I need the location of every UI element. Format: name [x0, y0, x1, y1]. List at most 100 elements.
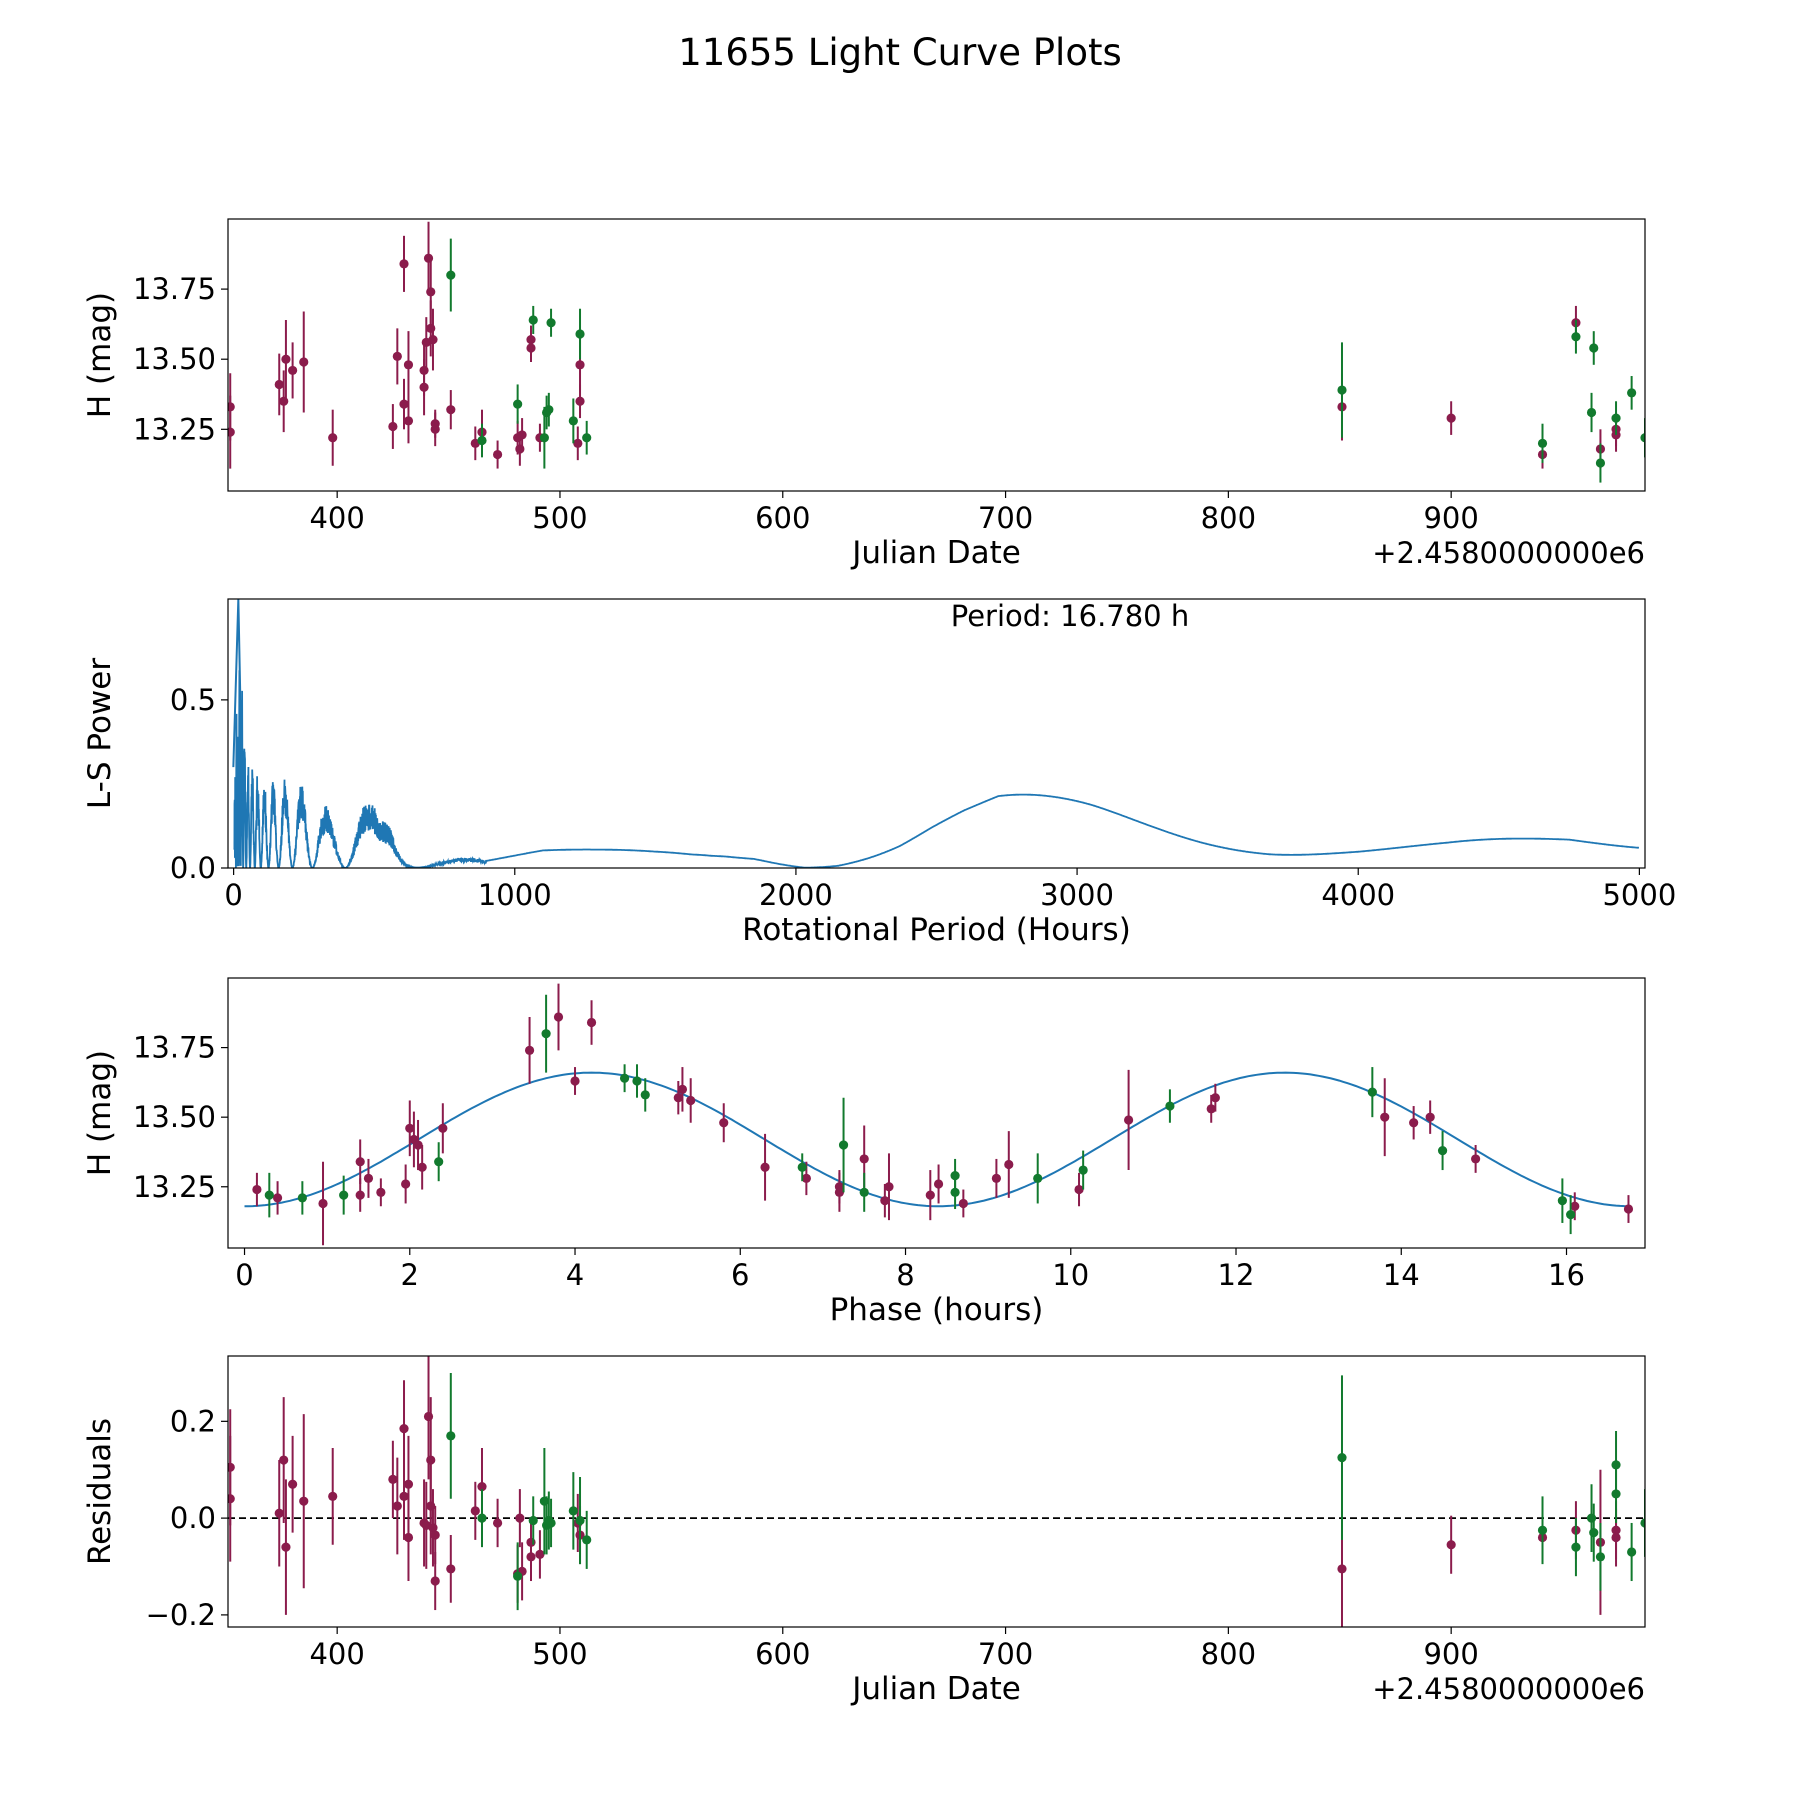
data-point: [1571, 332, 1581, 342]
data-point: [274, 1508, 284, 1518]
x-tick-label: 0: [235, 1258, 253, 1292]
x-tick-label: 10: [1052, 1258, 1089, 1292]
data-point: [428, 334, 438, 345]
data-point: [513, 1571, 523, 1581]
data-point: [933, 1179, 944, 1189]
data-point: [1210, 1093, 1220, 1103]
data-point: [526, 343, 536, 353]
data-point: [1627, 1547, 1637, 1557]
x-tick-label: 400: [309, 1637, 364, 1671]
data-point: [328, 1491, 338, 1501]
data-point: [619, 1073, 630, 1083]
y-axis-label: H (mag): [82, 292, 118, 418]
data-point: [1471, 1154, 1481, 1164]
data-point: [838, 1140, 849, 1150]
data-point: [405, 1123, 415, 1133]
data-point: [399, 1423, 409, 1434]
x-tick-label: 2000: [759, 878, 833, 912]
x-tick-label: 900: [1423, 1637, 1478, 1671]
data-point: [546, 318, 556, 328]
data-point: [318, 1198, 328, 1209]
data-point: [1446, 413, 1456, 423]
data-point: [1640, 1518, 1645, 1528]
panel-4: 400 500 600 700 800 900 −0.2 0.0 0.2 Julian Date R…: [82, 1355, 1646, 1707]
x-tick-label: 8: [896, 1258, 914, 1292]
data-point: [363, 1173, 374, 1184]
x-tick-label: 12: [1218, 1258, 1255, 1292]
data-point: [392, 351, 402, 362]
periodogram-line: [233, 670, 1640, 868]
x-tick-label: 900: [1423, 501, 1478, 535]
data-point: [546, 1518, 556, 1528]
axes-frame: [227, 1355, 1646, 1628]
series-2: [446, 1372, 1645, 1611]
data-point: [446, 1564, 456, 1574]
data-point: [272, 1193, 283, 1203]
data-point: [719, 1118, 729, 1128]
data-point: [568, 1506, 578, 1516]
y-axis-label: L-S Power: [82, 658, 118, 809]
y-tick-label: 0.2: [170, 1404, 216, 1438]
x-tick-label: 400: [309, 501, 364, 535]
axes-frame: [227, 598, 1646, 869]
data-point: [570, 1076, 580, 1086]
data-point: [958, 1198, 968, 1209]
data-point: [399, 399, 409, 409]
periodogram-peak: [232, 599, 244, 801]
data-point: [1078, 1165, 1088, 1175]
data-point: [1074, 1184, 1084, 1195]
y-tick-label: 0.0: [170, 1501, 216, 1535]
data-point: [477, 1513, 487, 1523]
model-curve: [244, 1071, 1629, 1208]
plot-area: [232, 599, 1640, 868]
data-point: [797, 1162, 807, 1172]
x-offset-label: +2.4580000000e6: [1372, 536, 1645, 570]
data-point: [388, 1474, 398, 1485]
data-point: [492, 449, 503, 460]
data-point: [1557, 1196, 1567, 1206]
data-point: [575, 360, 585, 370]
x-tick-label: 600: [755, 501, 810, 535]
data-point: [1124, 1115, 1134, 1125]
x-axis-label: Julian Date: [850, 535, 1021, 571]
data-point: [281, 1542, 291, 1552]
data-point: [1586, 407, 1597, 418]
data-point: [801, 1173, 811, 1184]
data-point: [535, 1549, 545, 1560]
x-tick-label: 700: [978, 1637, 1033, 1671]
y-tick-label: 13.25: [133, 412, 216, 446]
data-point: [403, 1479, 414, 1489]
data-point: [299, 1496, 309, 1506]
data-point: [1595, 458, 1606, 468]
panel-1: 400 500 600 700 800 900 13.25 13.50 13.75 Julian …: [82, 218, 1646, 571]
data-point: [1611, 413, 1621, 423]
y-tick-label: 13.75: [133, 272, 216, 306]
data-point: [1627, 388, 1637, 398]
data-point: [515, 1513, 525, 1523]
y-axis-label: Residuals: [82, 1418, 118, 1565]
y-tick-label: 0.0: [170, 851, 216, 885]
data-point: [632, 1076, 642, 1086]
data-point: [1409, 1118, 1419, 1128]
data-point: [1589, 343, 1599, 353]
data-point: [1640, 433, 1645, 443]
data-point: [403, 1532, 414, 1543]
series-1: [252, 983, 1634, 1246]
series-1: [228, 221, 1621, 469]
y-tick-label: 0.5: [170, 683, 216, 717]
x-tick-label: 600: [755, 1637, 810, 1671]
x-tick-label: 1000: [478, 878, 552, 912]
x-tick-label: 4: [566, 1258, 584, 1292]
period-annotation: Period: 16.780 h: [951, 599, 1190, 633]
data-point: [528, 1515, 538, 1526]
data-point: [399, 1491, 409, 1501]
data-point: [673, 1093, 683, 1103]
data-point: [1566, 1209, 1576, 1220]
y-tick-label: −0.2: [146, 1598, 216, 1632]
data-point: [1537, 438, 1548, 448]
plot-area: [244, 983, 1634, 1246]
data-point: [1425, 1112, 1435, 1122]
x-tick-label: 500: [532, 1637, 587, 1671]
